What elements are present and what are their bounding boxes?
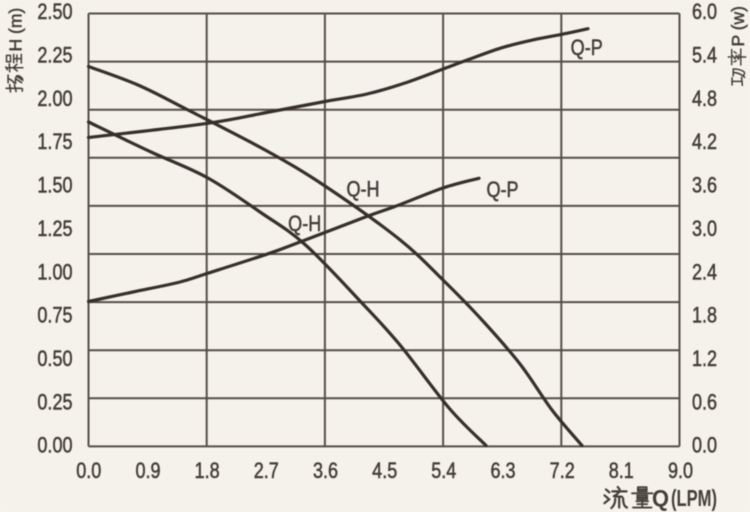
svg-text:0.25: 0.25 [37,391,72,415]
svg-text:8.1: 8.1 [609,459,634,483]
svg-text:0.00: 0.00 [37,434,72,458]
svg-text:1.75: 1.75 [37,131,72,155]
svg-text:4.2: 4.2 [692,131,717,155]
svg-text:6.0: 6.0 [692,1,717,25]
svg-text:Q-P: Q-P [571,36,603,60]
svg-text:3.6: 3.6 [313,459,338,483]
svg-text:2.25: 2.25 [37,44,72,68]
svg-text:Q-H: Q-H [288,212,321,236]
svg-text:Q-H: Q-H [346,178,379,202]
svg-text:0.0: 0.0 [76,459,101,483]
svg-text:1.8: 1.8 [195,459,220,483]
svg-text:5.4: 5.4 [692,44,717,68]
svg-text:2.4: 2.4 [692,261,717,285]
svg-text:6.3: 6.3 [490,459,515,483]
svg-text:2.00: 2.00 [37,87,72,111]
svg-text:0.50: 0.50 [37,347,72,371]
svg-text:1.50: 1.50 [37,174,72,198]
svg-text:7.2: 7.2 [550,459,575,483]
svg-text:1.00: 1.00 [37,261,72,285]
svg-text:5.4: 5.4 [431,459,456,483]
svg-text:(LPM): (LPM) [671,485,717,511]
svg-text:4.5: 4.5 [372,459,397,483]
svg-text:Q-P: Q-P [486,178,518,202]
svg-text:0.6: 0.6 [692,391,717,415]
svg-text:4.8: 4.8 [692,87,717,111]
svg-text:1.2: 1.2 [692,347,717,371]
svg-text:0.9: 0.9 [135,459,160,483]
svg-text:2.7: 2.7 [254,459,279,483]
svg-text:0.75: 0.75 [37,304,72,328]
svg-text:3.6: 3.6 [692,174,717,198]
svg-text:H (m): H (m) [5,8,25,52]
svg-text:0.0: 0.0 [692,434,717,458]
svg-text:1.8: 1.8 [692,304,717,328]
svg-text:1.25: 1.25 [37,217,72,241]
svg-text:9.0: 9.0 [668,459,693,483]
svg-text:2.50: 2.50 [37,1,72,25]
svg-text:Q: Q [652,485,669,511]
svg-text:3.0: 3.0 [692,217,717,241]
svg-text:P (w): P (w) [728,6,748,47]
